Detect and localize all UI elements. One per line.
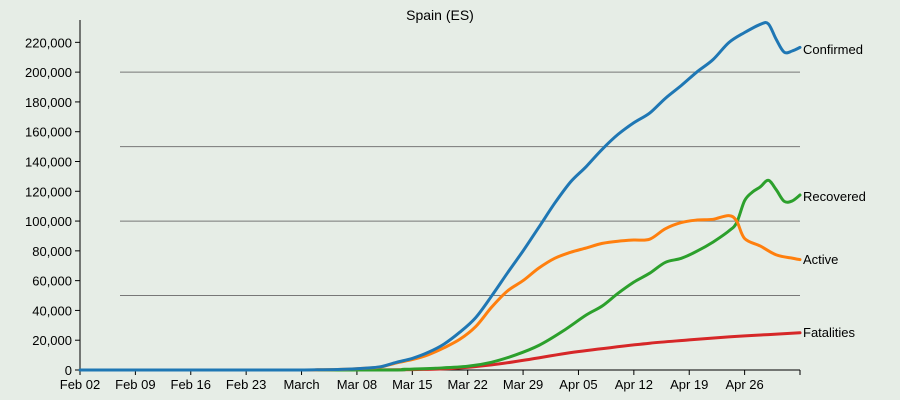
- x-tick-label: March: [283, 377, 319, 392]
- y-tick-label: 120,000: [25, 184, 72, 199]
- series-label-fatalities: Fatalities: [803, 325, 856, 340]
- y-tick-label: 80,000: [32, 244, 72, 259]
- x-tick-label: Feb 16: [171, 377, 211, 392]
- x-tick-label: Mar 22: [447, 377, 487, 392]
- y-tick-label: 40,000: [32, 303, 72, 318]
- series-label-confirmed: Confirmed: [803, 42, 863, 57]
- chart-title: Spain (ES): [406, 7, 474, 23]
- x-tick-label: Mar 15: [392, 377, 432, 392]
- x-tick-label: Mar 08: [337, 377, 377, 392]
- series-labels: Confirmed Recovered Active Fatalities: [803, 42, 866, 340]
- y-tick-label: 60,000: [32, 274, 72, 289]
- x-tick-label: Feb 09: [115, 377, 155, 392]
- series-line-fatalities: [78, 331, 802, 372]
- y-tick-label: 100,000: [25, 214, 72, 229]
- series-lines: [78, 21, 802, 372]
- x-tick-label: Mar 29: [503, 377, 543, 392]
- y-tick-label: 140,000: [25, 154, 72, 169]
- series-label-recovered: Recovered: [803, 189, 866, 204]
- series-line-confirmed: [78, 21, 802, 372]
- y-tick-label: 180,000: [25, 95, 72, 110]
- x-tick-label: Apr 05: [559, 377, 597, 392]
- gridlines: [120, 71, 800, 297]
- series-label-active: Active: [803, 252, 838, 267]
- x-tick-label: Apr 26: [725, 377, 763, 392]
- axes: 0 20,000 40,000 60,000 80,000 100,000 120,000 1…: [25, 20, 801, 392]
- y-tick-label: 20,000: [32, 333, 72, 348]
- y-tick-label: 200,000: [25, 65, 72, 80]
- y-tick-label: 0: [65, 363, 72, 378]
- x-tick-label: Feb 02: [60, 377, 100, 392]
- series-line-recovered: [78, 178, 802, 372]
- y-tick-label: 160,000: [25, 125, 72, 140]
- x-tick-label: Apr 12: [615, 377, 653, 392]
- y-tick-label: 220,000: [25, 35, 72, 50]
- x-tick-label: Feb 23: [226, 377, 266, 392]
- x-tick-label: Apr 19: [670, 377, 708, 392]
